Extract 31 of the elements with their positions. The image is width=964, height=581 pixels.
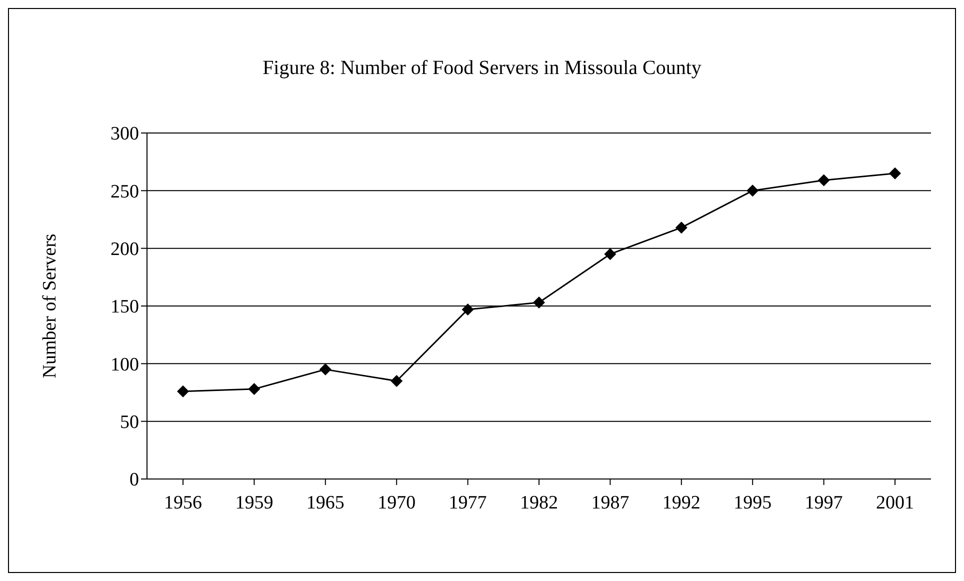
point — [604, 248, 616, 260]
point — [533, 296, 545, 309]
y-tick-label: 50 — [120, 412, 139, 434]
chart-title: Figure 8: Number of Food Servers in Missoula County — [262, 57, 702, 80]
x-tick-label: 1965 — [306, 492, 344, 514]
point — [889, 167, 901, 180]
point — [746, 184, 759, 197]
point — [390, 374, 403, 387]
y-axis-title: Number of Servers — [40, 234, 61, 378]
point — [248, 383, 260, 396]
point — [177, 385, 189, 398]
x-tick-label: 1995 — [734, 492, 772, 514]
x-tick-label: 1959 — [235, 492, 274, 514]
y-tick-label: 150 — [110, 296, 139, 318]
point — [675, 222, 688, 234]
y-tick-label: 100 — [110, 354, 139, 376]
point — [818, 174, 830, 186]
y-tick-label: 250 — [110, 181, 139, 202]
x-tick-label: 1997 — [804, 492, 843, 514]
x-tick-label: 1992 — [662, 492, 700, 514]
point — [319, 363, 332, 376]
x-tick-label: 1970 — [378, 492, 416, 514]
y-tick-label: 300 — [110, 124, 139, 145]
x-tick-label: 1956 — [164, 492, 202, 514]
x-tick-label: 1977 — [448, 492, 487, 514]
y-tick-label: 0 — [130, 470, 139, 491]
y-tick-label: 200 — [110, 239, 139, 260]
point — [462, 303, 474, 316]
x-tick-label: 2001 — [876, 492, 914, 514]
x-tick-label: 1987 — [591, 492, 630, 514]
x-tick-label: 1982 — [520, 492, 558, 514]
